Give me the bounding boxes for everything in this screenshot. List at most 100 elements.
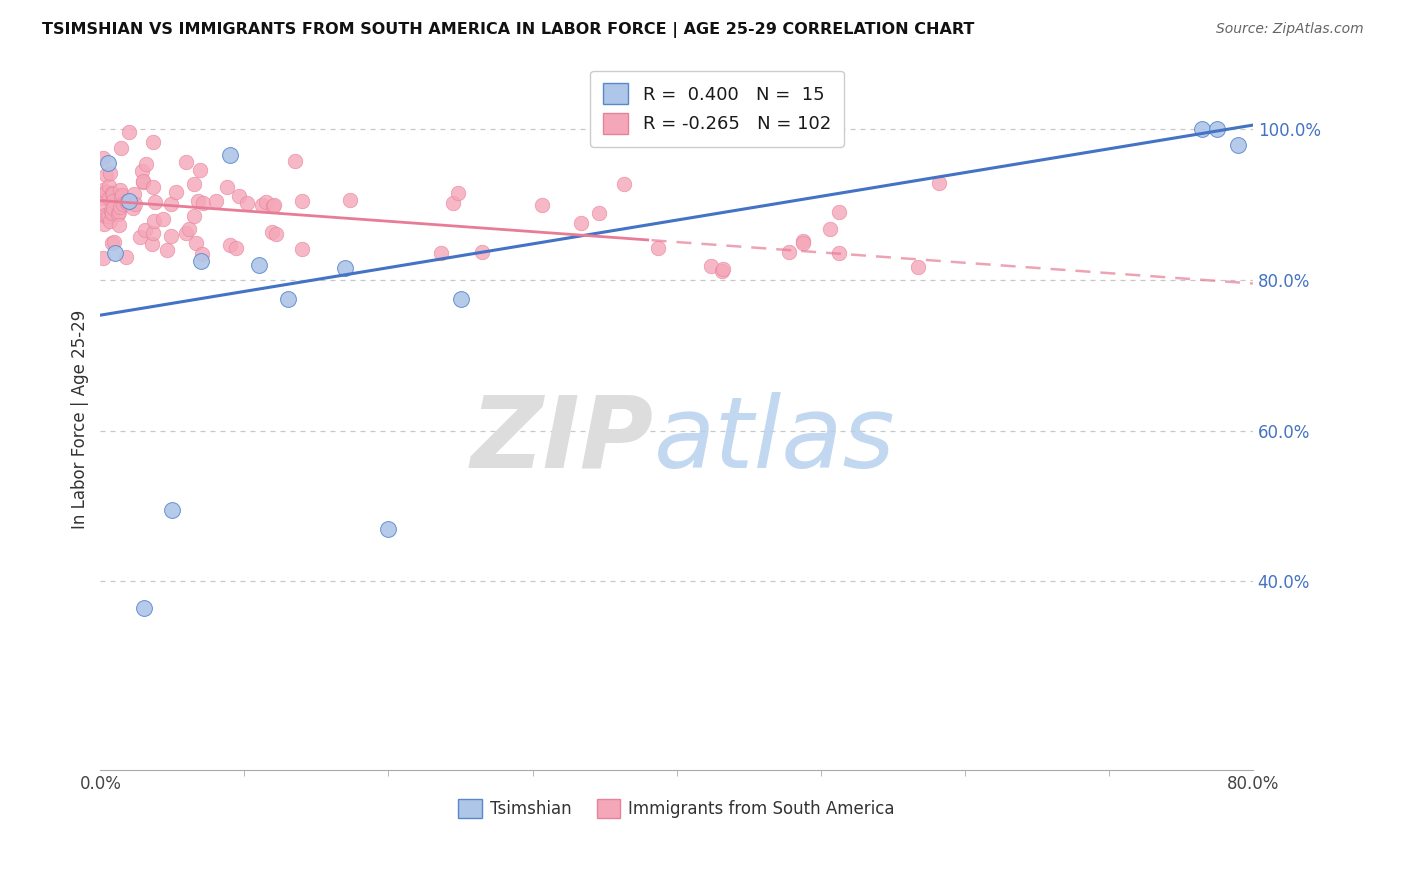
Legend: Tsimshian, Immigrants from South America: Tsimshian, Immigrants from South America	[451, 792, 901, 825]
Point	[160, 229, 183, 244]
Point	[588, 206, 610, 220]
Point	[101, 236, 124, 251]
Point	[93, 209, 115, 223]
Text: ZIP: ZIP	[471, 392, 654, 489]
Point	[236, 195, 259, 210]
Point	[111, 187, 134, 202]
Point	[530, 197, 553, 211]
Point	[128, 230, 150, 244]
Point	[91, 200, 114, 214]
Point	[377, 522, 399, 536]
Point	[94, 168, 117, 182]
Point	[91, 251, 114, 265]
Point	[219, 148, 242, 162]
Point	[183, 210, 205, 224]
Text: atlas: atlas	[654, 392, 896, 489]
Point	[97, 209, 120, 223]
Point	[187, 194, 209, 208]
Point	[430, 246, 453, 260]
Point	[98, 214, 121, 228]
Point	[183, 177, 205, 191]
Point	[263, 197, 285, 211]
Point	[101, 186, 124, 200]
Y-axis label: In Labor Force | Age 25-29: In Labor Force | Age 25-29	[72, 310, 89, 529]
Point	[247, 258, 270, 272]
Point	[443, 196, 465, 211]
Point	[117, 194, 139, 208]
Point	[93, 217, 115, 231]
Point	[118, 125, 141, 139]
Point	[143, 194, 166, 209]
Point	[193, 195, 215, 210]
Text: TSIMSHIAN VS IMMIGRANTS FROM SOUTH AMERICA IN LABOR FORCE | AGE 25-29 CORRELATIO: TSIMSHIAN VS IMMIGRANTS FROM SOUTH AMERI…	[42, 22, 974, 38]
Point	[132, 174, 155, 188]
Point	[100, 203, 122, 218]
Point	[450, 292, 472, 306]
Point	[176, 155, 198, 169]
Point	[91, 184, 114, 198]
Point	[792, 236, 814, 251]
Point	[132, 600, 155, 615]
Point	[191, 247, 214, 261]
Point	[1227, 138, 1250, 153]
Point	[254, 195, 277, 210]
Point	[205, 194, 228, 209]
Point	[219, 238, 242, 252]
Point	[228, 188, 250, 202]
Point	[225, 241, 247, 255]
Point	[335, 261, 357, 276]
Point	[142, 226, 165, 240]
Point	[569, 216, 592, 230]
Point	[114, 251, 136, 265]
Point	[177, 222, 200, 236]
Point	[110, 183, 132, 197]
Point	[339, 193, 361, 207]
Point	[277, 292, 299, 306]
Point	[142, 135, 165, 149]
Point	[122, 187, 145, 202]
Point	[291, 242, 314, 256]
Point	[115, 196, 138, 211]
Point	[818, 222, 841, 236]
Point	[98, 166, 121, 180]
Point	[647, 241, 669, 255]
Point	[447, 186, 470, 200]
Point	[96, 185, 118, 199]
Point	[108, 200, 131, 214]
Point	[291, 194, 314, 209]
Point	[107, 207, 129, 221]
Point	[828, 205, 851, 219]
Point	[110, 190, 132, 204]
Point	[190, 253, 212, 268]
Point	[143, 213, 166, 227]
Point	[188, 163, 211, 178]
Point	[217, 180, 239, 194]
Point	[134, 223, 156, 237]
Point	[91, 191, 114, 205]
Point	[112, 197, 135, 211]
Point	[264, 227, 287, 241]
Point	[131, 175, 153, 189]
Point	[928, 176, 950, 190]
Point	[160, 196, 183, 211]
Point	[613, 177, 636, 191]
Point	[152, 212, 174, 227]
Point	[103, 235, 125, 249]
Point	[1191, 121, 1213, 136]
Point	[907, 260, 929, 274]
Point	[91, 152, 114, 166]
Point	[184, 235, 207, 250]
Point	[162, 502, 184, 516]
Point	[471, 244, 494, 259]
Point	[141, 237, 163, 252]
Point	[142, 180, 165, 194]
Point	[101, 194, 124, 209]
Point	[101, 186, 124, 201]
Point	[96, 156, 118, 170]
Point	[103, 201, 125, 215]
Point	[260, 225, 283, 239]
Point	[107, 204, 129, 219]
Point	[250, 198, 273, 212]
Point	[135, 156, 157, 170]
Point	[778, 245, 800, 260]
